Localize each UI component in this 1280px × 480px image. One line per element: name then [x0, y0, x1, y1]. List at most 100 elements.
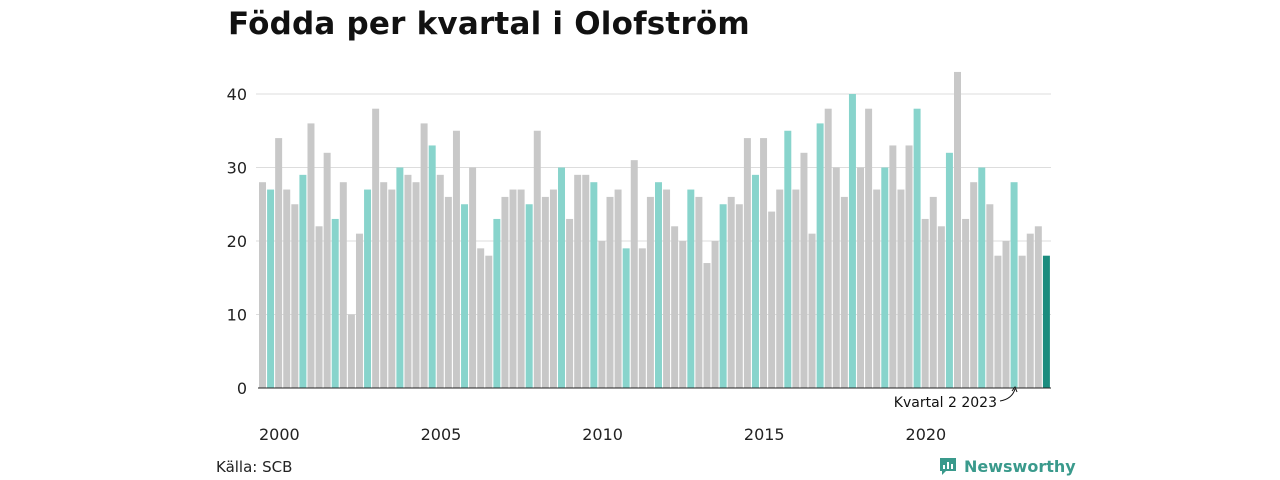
bar [646, 196, 654, 388]
bar [444, 196, 452, 388]
bar [703, 263, 711, 388]
bar [541, 196, 549, 388]
bar [945, 152, 953, 388]
bar [978, 167, 986, 388]
bar [323, 152, 331, 388]
bar [380, 182, 388, 388]
bar [970, 182, 978, 388]
bar [509, 189, 517, 388]
bar [549, 189, 557, 388]
bar [533, 130, 541, 388]
bar [751, 174, 759, 388]
bar [420, 123, 428, 389]
bar [525, 204, 533, 388]
bar [679, 241, 687, 388]
bar [267, 189, 275, 388]
bar [897, 189, 905, 388]
bar [428, 145, 436, 388]
bar [485, 255, 493, 388]
bar [695, 196, 703, 388]
bar [1018, 255, 1026, 388]
bar [259, 182, 266, 388]
bar [1026, 233, 1034, 388]
bar [921, 218, 929, 388]
bar [913, 108, 921, 388]
bar [558, 167, 565, 388]
bar [776, 189, 784, 388]
bar [622, 248, 630, 388]
bar [816, 123, 824, 389]
brand-logo: Newsworthy [938, 456, 1076, 476]
bar [364, 189, 372, 388]
bar [614, 189, 622, 388]
bar [598, 241, 606, 388]
bar [671, 226, 679, 388]
bar [848, 94, 856, 388]
bar [347, 314, 355, 388]
y-tick-label: 10 [227, 306, 247, 325]
bar [840, 196, 848, 388]
bar [1002, 241, 1010, 388]
bar [412, 182, 420, 388]
x-tick-label: 2010 [582, 425, 623, 444]
bar [461, 204, 469, 388]
y-tick-label: 0 [237, 379, 247, 398]
bar [784, 130, 792, 388]
bar [1042, 255, 1050, 388]
annotation-label: Kvartal 2 2023 [894, 395, 997, 411]
x-tick-label: 2000 [259, 425, 300, 444]
x-axis-labels: 2000 2005 2010 2015 2020 [259, 425, 946, 444]
bar [355, 233, 363, 388]
bar [493, 218, 501, 388]
bar [727, 196, 735, 388]
bar [404, 174, 412, 388]
bar [865, 108, 873, 388]
bar [905, 145, 913, 388]
bar [719, 204, 727, 388]
bar [574, 174, 582, 388]
bar [517, 189, 525, 388]
bar [566, 218, 574, 388]
bar [452, 130, 460, 388]
bar [743, 138, 751, 388]
bar [937, 226, 945, 388]
y-tick-label: 30 [227, 159, 247, 178]
bar [339, 182, 347, 388]
bar [1010, 182, 1018, 388]
source-label: Källa: SCB [216, 458, 293, 476]
bar [881, 167, 889, 388]
y-tick-label: 20 [227, 232, 247, 251]
bar [768, 211, 776, 388]
bar [436, 174, 444, 388]
annotation-arrow [999, 388, 1016, 402]
bar [283, 189, 291, 388]
bar [638, 248, 646, 388]
bar [824, 108, 832, 388]
bar [760, 138, 768, 388]
x-tick-label: 2020 [906, 425, 947, 444]
bar [808, 233, 816, 388]
bar [582, 174, 590, 388]
bar [396, 167, 404, 388]
bar [606, 196, 614, 388]
bar [315, 226, 323, 388]
bar [388, 189, 396, 388]
bar [962, 218, 970, 388]
bar [307, 123, 315, 389]
bar [687, 189, 695, 388]
x-tick-label: 2015 [744, 425, 785, 444]
bar [372, 108, 380, 388]
bar [929, 196, 937, 388]
bar [501, 196, 509, 388]
bar [994, 255, 1002, 388]
bar [735, 204, 743, 388]
bar [792, 189, 800, 388]
bar [986, 204, 994, 388]
newsworthy-logo-icon [940, 458, 956, 475]
y-axis-labels: 0 10 20 30 40 [227, 85, 247, 398]
bar [663, 189, 671, 388]
bar [291, 204, 299, 388]
x-tick-label: 2005 [421, 425, 462, 444]
bar [275, 138, 283, 388]
